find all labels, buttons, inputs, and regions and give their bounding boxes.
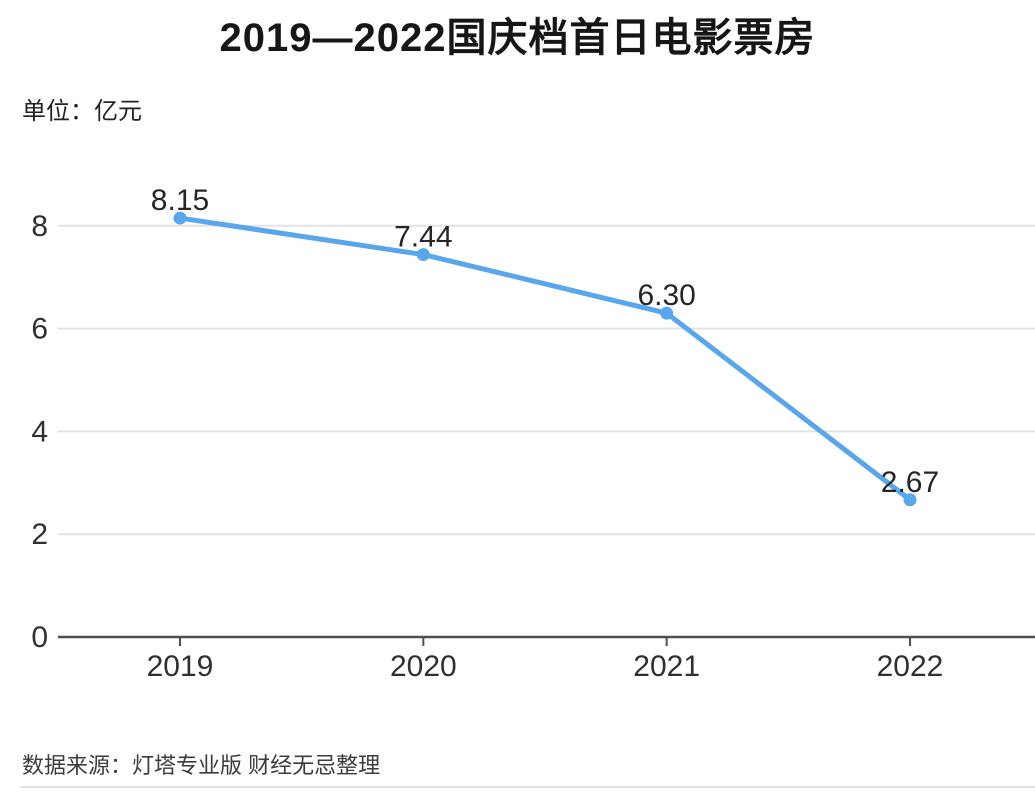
y-axis-label: 4 bbox=[31, 415, 48, 448]
data-point bbox=[173, 211, 187, 225]
y-axis-label: 8 bbox=[31, 210, 48, 243]
y-axis-label: 2 bbox=[31, 518, 48, 551]
source-note: 数据来源：灯塔专业版 财经无忌整理 bbox=[22, 753, 381, 778]
x-axis-label: 2021 bbox=[633, 650, 700, 683]
x-axis-label: 2020 bbox=[390, 650, 457, 683]
data-label: 6.30 bbox=[637, 279, 695, 312]
y-axis-label: 6 bbox=[31, 313, 48, 346]
data-point bbox=[660, 306, 674, 320]
x-axis-label: 2022 bbox=[877, 650, 944, 683]
data-label: 2.67 bbox=[881, 466, 939, 499]
data-label: 7.44 bbox=[394, 221, 452, 254]
data-point bbox=[903, 493, 917, 507]
x-axis-label: 2019 bbox=[147, 650, 214, 683]
y-axis-label: 0 bbox=[31, 621, 48, 654]
footer-divider bbox=[20, 786, 1035, 788]
page-title: 2019—2022国庆档首日电影票房 bbox=[219, 16, 816, 60]
data-point bbox=[416, 248, 430, 262]
unit-label: 单位：亿元 bbox=[22, 98, 142, 125]
trend-line bbox=[177, 215, 913, 503]
data-label: 8.15 bbox=[151, 184, 209, 217]
